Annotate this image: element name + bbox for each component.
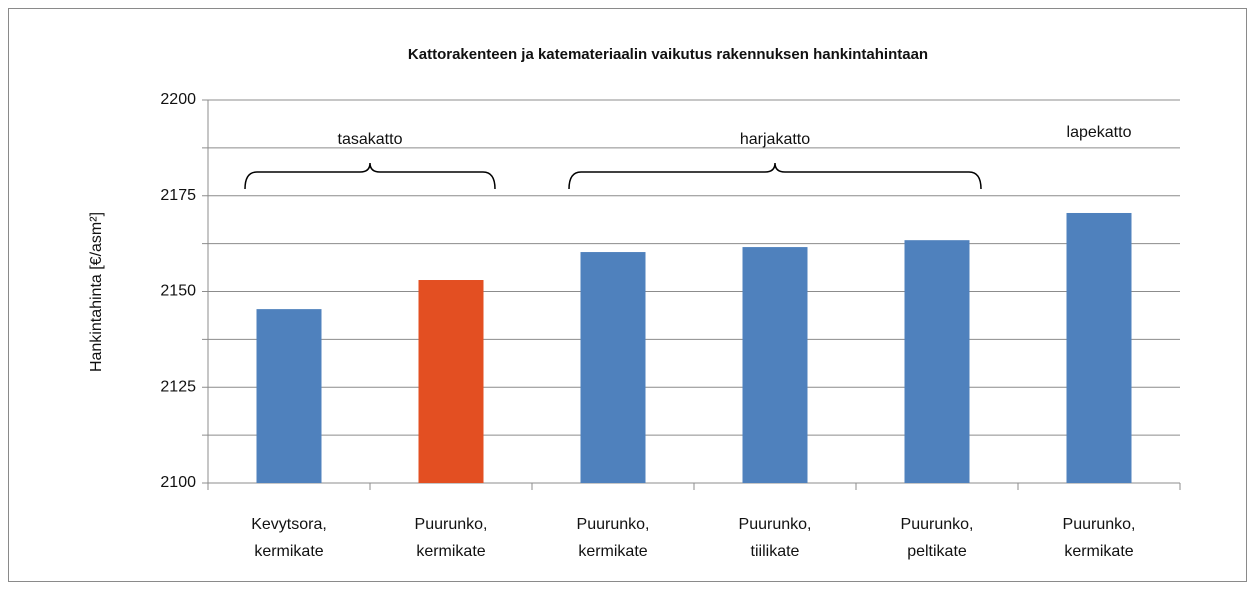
bar (418, 280, 484, 483)
x-tick-label: kermikate (1064, 543, 1133, 560)
bar (580, 252, 646, 483)
y-axis-label: Hankintahinta [€/asm²] (88, 212, 105, 372)
y-tick-label: 2175 (160, 187, 196, 204)
y-tick-label: 2125 (160, 378, 196, 395)
x-tick-label: kermikate (416, 543, 485, 560)
x-tick-label: tiilikate (751, 543, 800, 560)
x-tick-label: kermikate (254, 543, 323, 560)
x-tick-label: Kevytsora, (251, 516, 327, 533)
group-label: harjakatto (740, 131, 810, 148)
y-tick-label: 2200 (160, 91, 196, 108)
bar (256, 309, 322, 483)
bar (904, 240, 970, 483)
group-label: lapekatto (1067, 124, 1132, 141)
x-tick-label: Puurunko, (1063, 516, 1136, 533)
y-tick-label: 2150 (160, 283, 196, 300)
bar (742, 247, 808, 483)
group-brace (244, 162, 496, 190)
x-tick-label: Puurunko, (901, 516, 974, 533)
x-tick-label: Puurunko, (577, 516, 650, 533)
x-tick-label: Puurunko, (415, 516, 488, 533)
group-label: tasakatto (338, 131, 403, 148)
x-tick-label: peltikate (907, 543, 967, 560)
group-brace (568, 162, 982, 190)
chart-title: Kattorakenteen ja katemateriaalin vaikut… (408, 46, 928, 63)
y-tick-label: 2100 (160, 474, 196, 491)
x-tick-label: kermikate (578, 543, 647, 560)
bar (1066, 212, 1132, 484)
x-tick-label: Puurunko, (739, 516, 812, 533)
